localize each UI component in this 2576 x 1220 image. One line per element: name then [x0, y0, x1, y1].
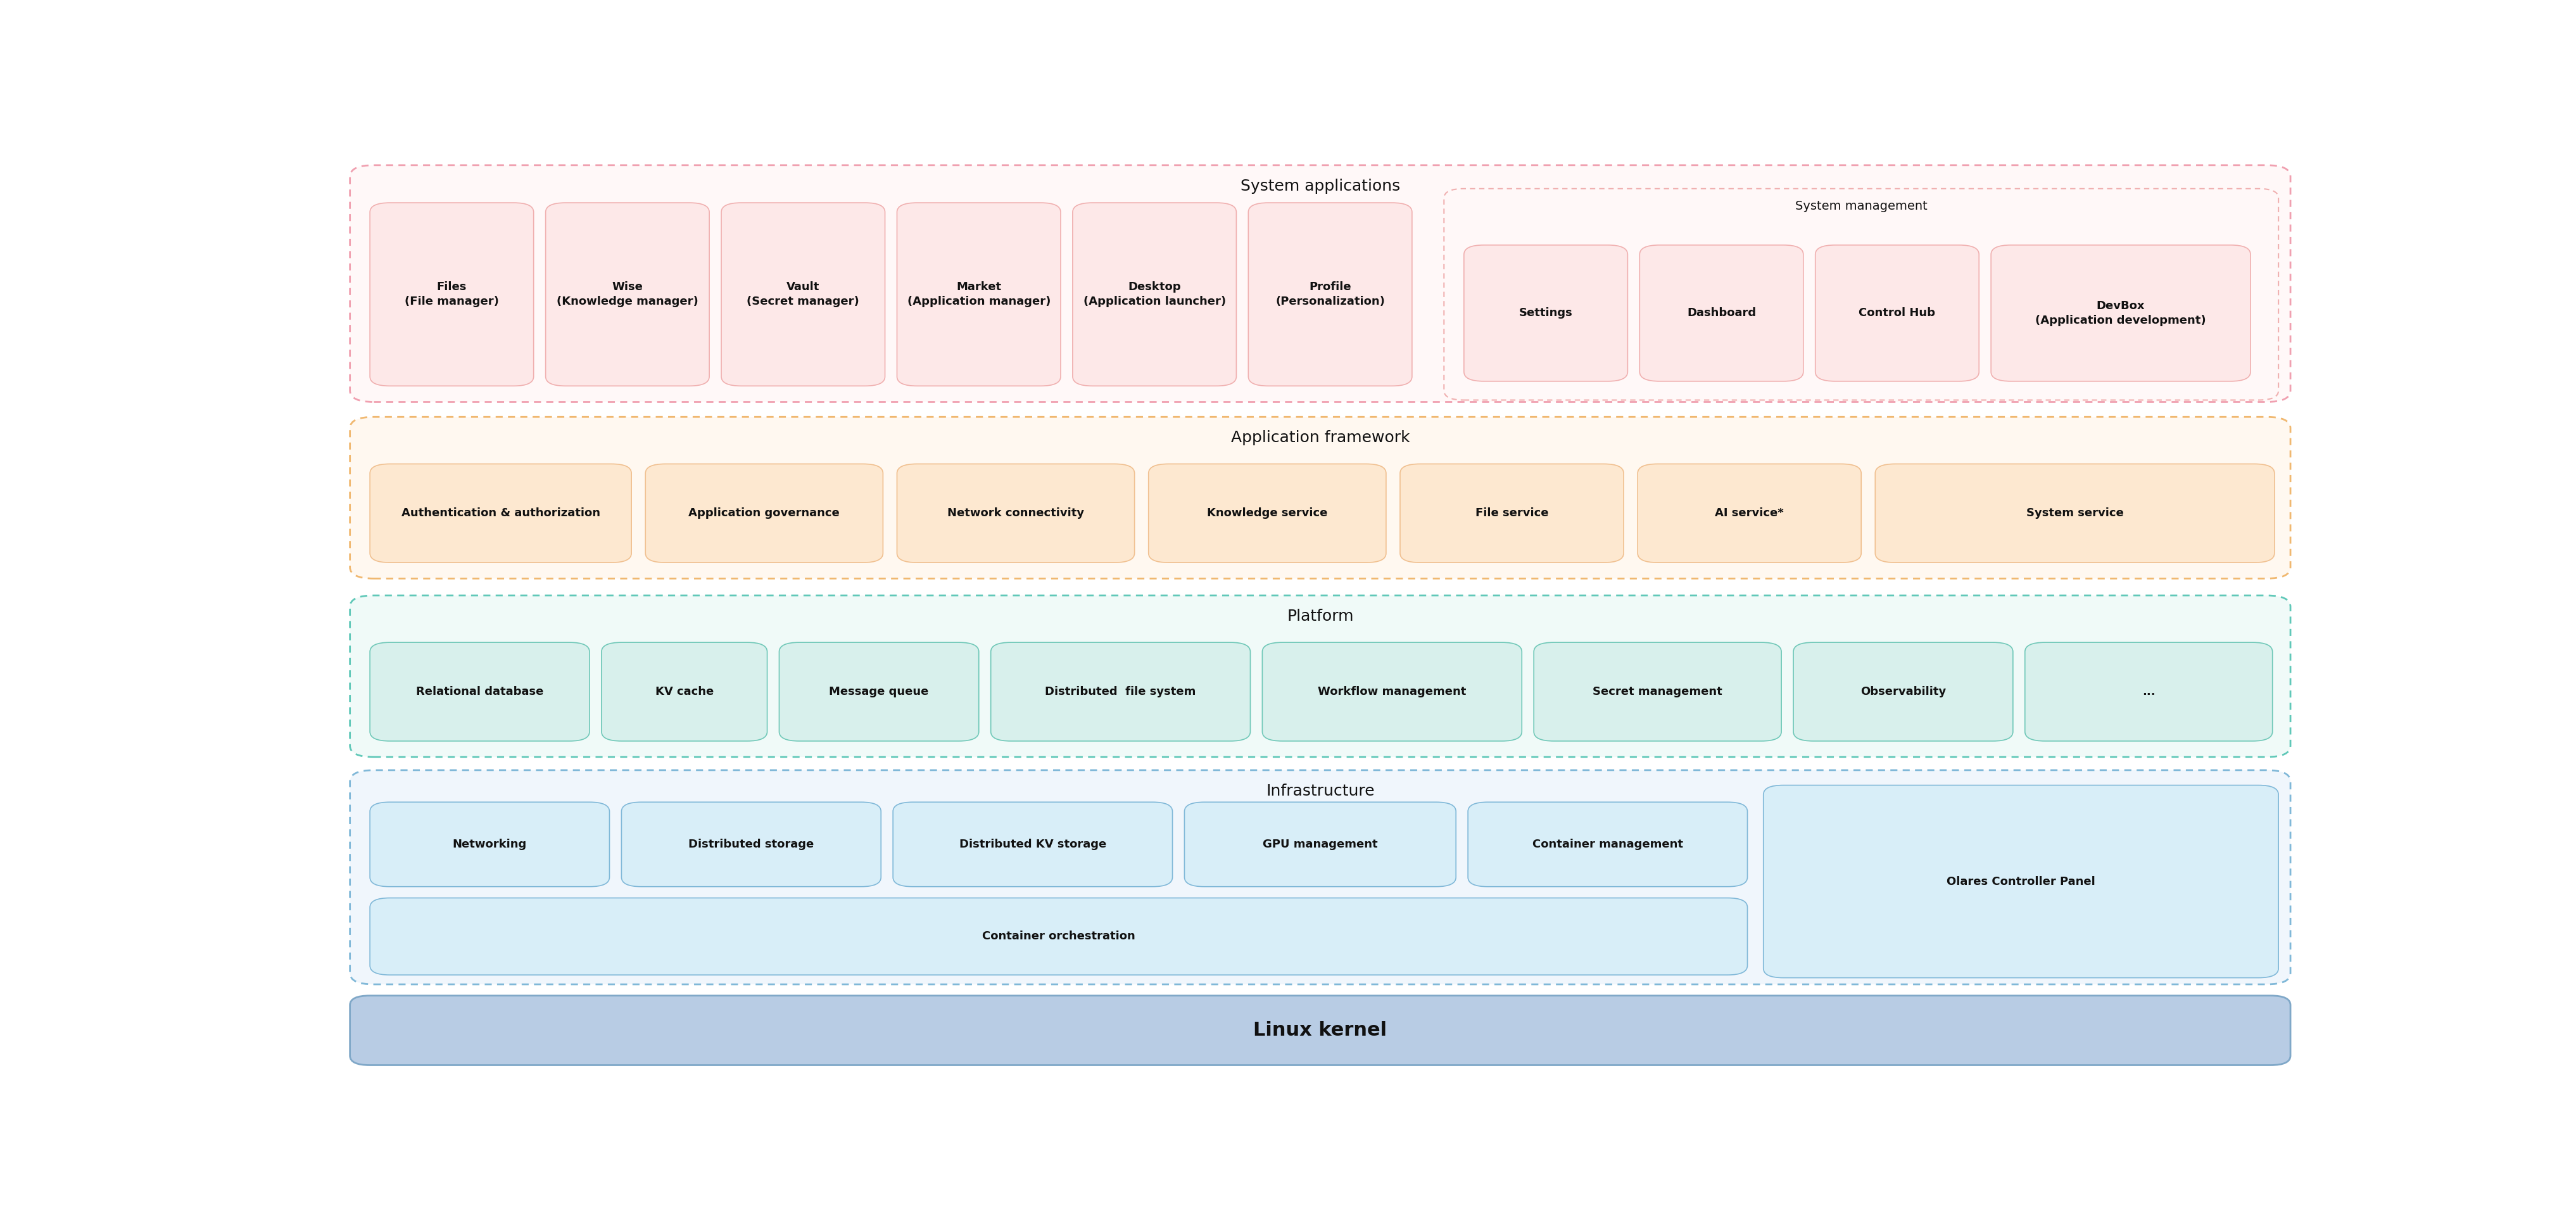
Text: Linux kernel: Linux kernel [1255, 1021, 1386, 1039]
Text: System service: System service [2027, 508, 2123, 519]
FancyBboxPatch shape [371, 898, 1747, 975]
FancyBboxPatch shape [546, 203, 708, 386]
Text: Distributed storage: Distributed storage [688, 838, 814, 850]
FancyBboxPatch shape [1816, 245, 1978, 381]
Text: Infrastructure: Infrastructure [1265, 783, 1376, 799]
Text: Application governance: Application governance [688, 508, 840, 519]
FancyBboxPatch shape [1875, 464, 2275, 562]
Text: Knowledge service: Knowledge service [1208, 508, 1327, 519]
FancyBboxPatch shape [721, 203, 886, 386]
FancyBboxPatch shape [1793, 643, 2012, 741]
FancyBboxPatch shape [1533, 643, 1783, 741]
Text: Platform: Platform [1288, 609, 1352, 623]
Text: Settings: Settings [1520, 307, 1571, 318]
FancyBboxPatch shape [1262, 643, 1522, 741]
FancyBboxPatch shape [1765, 786, 2280, 977]
Text: ...: ... [2143, 686, 2156, 698]
FancyBboxPatch shape [1072, 203, 1236, 386]
Text: Network connectivity: Network connectivity [948, 508, 1084, 519]
Text: Authentication & authorization: Authentication & authorization [402, 508, 600, 519]
FancyBboxPatch shape [1463, 245, 1628, 381]
FancyBboxPatch shape [350, 770, 2290, 985]
Text: Networking: Networking [453, 838, 528, 850]
FancyBboxPatch shape [778, 643, 979, 741]
FancyBboxPatch shape [992, 643, 1249, 741]
FancyBboxPatch shape [350, 595, 2290, 756]
FancyBboxPatch shape [896, 464, 1133, 562]
FancyBboxPatch shape [894, 802, 1172, 887]
FancyBboxPatch shape [621, 802, 881, 887]
FancyBboxPatch shape [2025, 643, 2272, 741]
Text: Relational database: Relational database [415, 686, 544, 698]
FancyBboxPatch shape [371, 802, 611, 887]
Text: File service: File service [1476, 508, 1548, 519]
Text: Wise
(Knowledge manager): Wise (Knowledge manager) [556, 281, 698, 307]
Text: Desktop
(Application launcher): Desktop (Application launcher) [1084, 281, 1226, 307]
Text: Workflow management: Workflow management [1319, 686, 1466, 698]
FancyBboxPatch shape [371, 203, 533, 386]
Text: DevBox
(Application development): DevBox (Application development) [2035, 300, 2205, 326]
Text: AI service*: AI service* [1716, 508, 1783, 519]
FancyBboxPatch shape [1249, 203, 1412, 386]
FancyBboxPatch shape [1185, 802, 1455, 887]
FancyBboxPatch shape [1445, 189, 2280, 400]
Text: Olares Controller Panel: Olares Controller Panel [1947, 876, 2094, 887]
Text: System applications: System applications [1239, 178, 1401, 194]
Text: Distributed KV storage: Distributed KV storage [958, 838, 1105, 850]
Text: System management: System management [1795, 200, 1927, 212]
FancyBboxPatch shape [371, 464, 631, 562]
Text: Vault
(Secret manager): Vault (Secret manager) [747, 281, 860, 307]
FancyBboxPatch shape [350, 417, 2290, 578]
Text: Container management: Container management [1533, 838, 1682, 850]
FancyBboxPatch shape [603, 643, 768, 741]
Text: Control Hub: Control Hub [1860, 307, 1935, 318]
Text: KV cache: KV cache [654, 686, 714, 698]
Text: Secret management: Secret management [1592, 686, 1723, 698]
Text: Files
(File manager): Files (File manager) [404, 281, 500, 307]
Text: Market
(Application manager): Market (Application manager) [907, 281, 1051, 307]
FancyBboxPatch shape [371, 643, 590, 741]
FancyBboxPatch shape [1638, 464, 1862, 562]
Text: Dashboard: Dashboard [1687, 307, 1757, 318]
FancyBboxPatch shape [350, 165, 2290, 401]
FancyBboxPatch shape [1641, 245, 1803, 381]
FancyBboxPatch shape [1468, 802, 1747, 887]
FancyBboxPatch shape [1991, 245, 2251, 381]
FancyBboxPatch shape [896, 203, 1061, 386]
Text: GPU management: GPU management [1262, 838, 1378, 850]
Text: Application framework: Application framework [1231, 431, 1409, 445]
Text: Distributed  file system: Distributed file system [1046, 686, 1195, 698]
FancyBboxPatch shape [647, 464, 884, 562]
FancyBboxPatch shape [350, 996, 2290, 1065]
Text: Message queue: Message queue [829, 686, 930, 698]
Text: Profile
(Personalization): Profile (Personalization) [1275, 281, 1386, 307]
FancyBboxPatch shape [1401, 464, 1623, 562]
Text: Observability: Observability [1860, 686, 1945, 698]
FancyBboxPatch shape [1149, 464, 1386, 562]
Text: Container orchestration: Container orchestration [981, 931, 1136, 942]
